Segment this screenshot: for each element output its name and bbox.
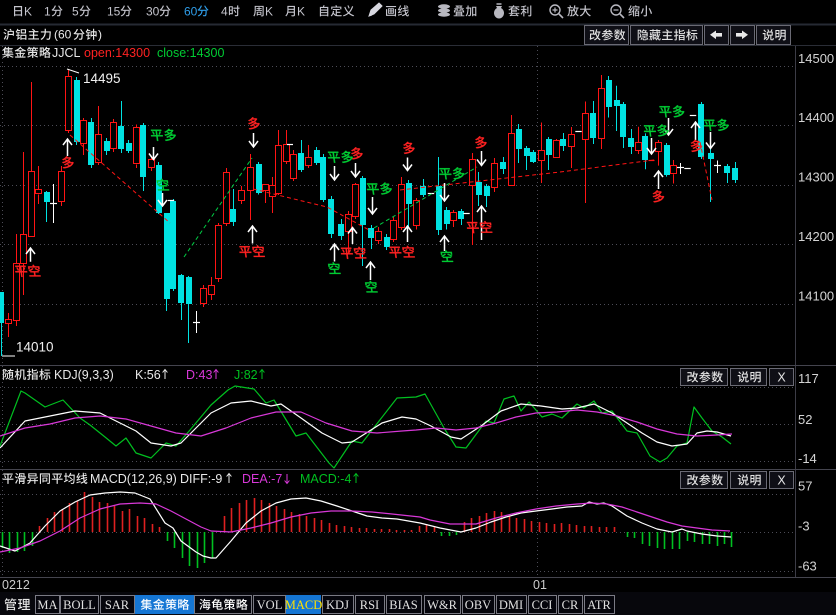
svg-text:JJCL: JJCL bbox=[52, 46, 81, 60]
svg-text:MACD(12,26,9): MACD(12,26,9) bbox=[90, 472, 177, 486]
svg-text:14400: 14400 bbox=[798, 110, 834, 125]
svg-text:0212: 0212 bbox=[2, 578, 30, 592]
svg-text:52: 52 bbox=[798, 412, 812, 427]
svg-text:KDJ: KDJ bbox=[326, 598, 349, 612]
svg-text:KDJ(9,3,3): KDJ(9,3,3) bbox=[54, 368, 114, 382]
svg-text:(60: (60 bbox=[54, 28, 72, 42]
svg-text:5: 5 bbox=[72, 5, 79, 19]
svg-text:60: 60 bbox=[184, 5, 198, 19]
svg-text:): ) bbox=[98, 28, 102, 42]
svg-text:RSI: RSI bbox=[360, 598, 379, 612]
svg-text:14100: 14100 bbox=[798, 288, 834, 303]
svg-text:X: X bbox=[777, 473, 786, 487]
svg-text:open:14300: open:14300 bbox=[84, 46, 150, 60]
svg-text:14200: 14200 bbox=[798, 229, 834, 244]
svg-text:15: 15 bbox=[107, 5, 121, 19]
svg-text:K:56: K:56 bbox=[135, 368, 161, 382]
svg-text:VOL: VOL bbox=[257, 598, 283, 612]
svg-text:14300: 14300 bbox=[798, 170, 834, 185]
svg-text:30: 30 bbox=[146, 5, 160, 19]
svg-text:4: 4 bbox=[221, 5, 228, 19]
svg-text:DMI: DMI bbox=[499, 598, 523, 612]
svg-text:X: X bbox=[777, 370, 786, 384]
svg-text:D:43: D:43 bbox=[186, 368, 212, 382]
svg-text:OBV: OBV bbox=[465, 598, 491, 612]
svg-text:K: K bbox=[265, 5, 273, 19]
svg-text:K: K bbox=[297, 5, 305, 19]
svg-text:CR: CR bbox=[562, 598, 579, 612]
svg-text:W&R: W&R bbox=[427, 598, 458, 612]
svg-text:MA: MA bbox=[37, 598, 57, 612]
svg-text:57: 57 bbox=[798, 479, 812, 494]
svg-text:MACD:-4: MACD:-4 bbox=[300, 472, 351, 486]
svg-text:ATR: ATR bbox=[587, 598, 611, 612]
svg-text:close:14300: close:14300 bbox=[157, 46, 224, 60]
svg-text:K: K bbox=[24, 5, 32, 19]
svg-text:-63: -63 bbox=[798, 559, 817, 574]
svg-text:14495: 14495 bbox=[83, 71, 121, 86]
svg-text:BOLL: BOLL bbox=[63, 598, 96, 612]
svg-text:BIAS: BIAS bbox=[389, 598, 418, 612]
svg-text:DEA:-7: DEA:-7 bbox=[242, 472, 282, 486]
svg-text:1: 1 bbox=[44, 5, 51, 19]
svg-text:-14: -14 bbox=[798, 451, 817, 466]
svg-text:DIFF:-9: DIFF:-9 bbox=[180, 472, 222, 486]
svg-text:117: 117 bbox=[798, 371, 819, 386]
svg-text:01: 01 bbox=[533, 578, 547, 592]
svg-text:J:82: J:82 bbox=[234, 368, 258, 382]
svg-text:CCI: CCI bbox=[532, 598, 553, 612]
svg-text:MACD: MACD bbox=[285, 598, 323, 612]
svg-text:SAR: SAR bbox=[105, 598, 130, 612]
svg-text:14500: 14500 bbox=[798, 51, 834, 66]
svg-text:14010: 14010 bbox=[16, 340, 54, 355]
svg-text:-3: -3 bbox=[798, 519, 810, 534]
